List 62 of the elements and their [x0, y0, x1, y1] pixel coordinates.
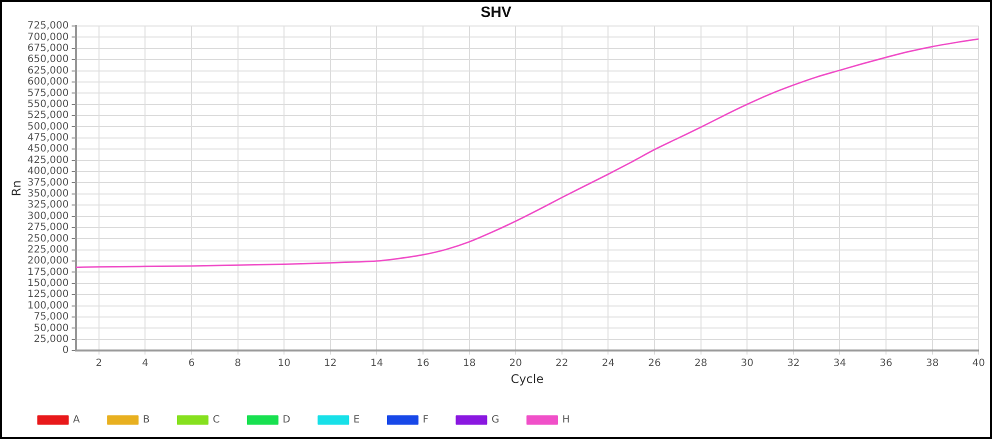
x-tick-label: 18: [462, 358, 476, 370]
legend-label: B: [142, 414, 150, 426]
x-tick-label: 24: [602, 358, 615, 370]
y-tick-label: 125,000: [27, 289, 69, 300]
y-tick-label: 250,000: [27, 233, 69, 244]
y-tick-label: 75,000: [34, 312, 69, 323]
y-tick-label: 0: [62, 345, 69, 356]
x-tick-label: 26: [648, 358, 661, 370]
x-tick-label: 2: [96, 358, 102, 370]
legend-label: D: [282, 414, 291, 426]
y-tick-label: 650,000: [27, 54, 69, 66]
y-tick-label: 275,000: [27, 222, 69, 234]
y-tick-label: 525,000: [27, 110, 69, 122]
x-tick-label: 16: [416, 358, 430, 370]
y-tick-label: 450,000: [27, 144, 69, 155]
x-tick-label: 20: [509, 358, 522, 370]
y-tick-label: 300,000: [27, 210, 69, 222]
x-tick-label: 8: [234, 358, 241, 370]
x-tick-label: 32: [787, 358, 800, 370]
x-tick-label: 40: [972, 358, 986, 370]
x-tick-label: 36: [880, 358, 892, 370]
legend-label: C: [212, 414, 220, 426]
x-tick-label: 10: [278, 358, 290, 370]
y-tick-label: 725,000: [27, 20, 69, 32]
y-tick-label: 425,000: [27, 154, 69, 166]
y-tick-label: 100,000: [27, 300, 69, 312]
y-tick-label: 350,000: [27, 188, 69, 200]
y-tick-label: 200,000: [27, 256, 69, 267]
y-tick-label: 325,000: [27, 200, 69, 211]
y-tick-label: 150,000: [27, 278, 69, 290]
legend-label: A: [73, 414, 80, 426]
x-tick-label: 22: [556, 358, 568, 370]
y-axis-title: Rn: [9, 180, 24, 196]
x-tick-label: 28: [694, 358, 708, 370]
y-tick-label: 675,000: [27, 42, 69, 54]
y-tick-label: 600,000: [27, 76, 69, 88]
x-tick-label: 6: [188, 358, 195, 370]
y-tick-label: 400,000: [27, 166, 69, 178]
x-tick-label: 38: [926, 358, 939, 370]
legend-label: E: [353, 414, 360, 426]
y-tick-label: 575,000: [27, 88, 69, 99]
x-tick-label: 12: [324, 358, 337, 370]
x-tick-label: 4: [142, 358, 148, 370]
x-axis-title: Cycle: [510, 372, 544, 386]
legend-label: F: [422, 414, 429, 426]
y-tick-label: 625,000: [27, 65, 69, 76]
y-tick-label: 175,000: [27, 266, 69, 278]
x-tick-label: 14: [370, 358, 384, 370]
y-tick-label: 700,000: [27, 32, 69, 43]
x-tick-label: 34: [833, 358, 846, 370]
chart-title: SHV: [480, 4, 512, 22]
y-tick-label: 475,000: [27, 132, 69, 144]
x-tick-label: 30: [740, 358, 754, 370]
legend-label: H: [562, 414, 570, 426]
legend-label: G: [491, 414, 500, 426]
y-tick-label: 25,000: [34, 334, 69, 345]
y-tick-label: 375,000: [27, 177, 69, 188]
y-tick-label: 50,000: [34, 322, 69, 334]
y-tick-label: 500,000: [27, 121, 69, 132]
y-tick-label: 550,000: [27, 98, 69, 110]
y-tick-label: 225,000: [27, 244, 69, 256]
line-series: [76, 38, 979, 268]
